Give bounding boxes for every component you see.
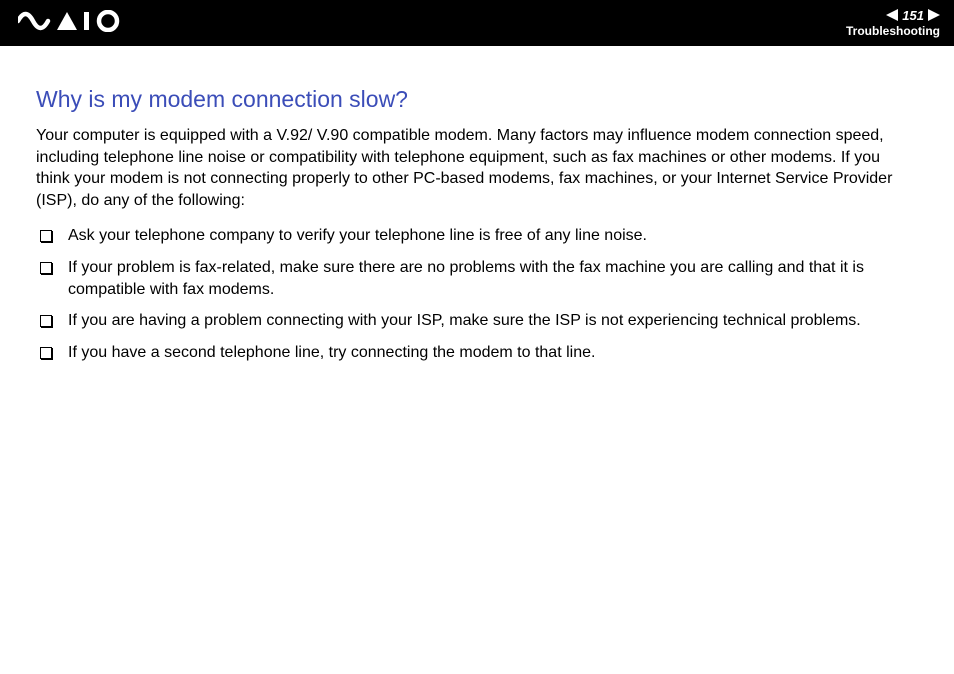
list-item: If you have a second telephone line, try… — [36, 342, 918, 364]
list-item-text: If you are having a problem connecting w… — [68, 310, 918, 332]
page-number: 151 — [902, 9, 924, 22]
page-title: Why is my modem connection slow? — [36, 86, 918, 113]
header-right: 151 Troubleshooting — [846, 9, 940, 38]
bullet-box-icon — [40, 315, 52, 327]
section-label: Troubleshooting — [846, 24, 940, 38]
prev-page-arrow-icon[interactable] — [886, 9, 898, 21]
bullet-list: Ask your telephone company to verify you… — [36, 225, 918, 363]
page-content: Why is my modem connection slow? Your co… — [0, 46, 954, 363]
next-page-arrow-icon[interactable] — [928, 9, 940, 21]
list-item-text: If your problem is fax-related, make sur… — [68, 257, 918, 300]
list-item: If you are having a problem connecting w… — [36, 310, 918, 332]
vaio-logo — [18, 10, 128, 37]
header-bar: 151 Troubleshooting — [0, 0, 954, 46]
list-item-text: If you have a second telephone line, try… — [68, 342, 918, 364]
list-item: Ask your telephone company to verify you… — [36, 225, 918, 247]
bullet-box-icon — [40, 347, 52, 359]
bullet-box-icon — [40, 262, 52, 274]
list-item: If your problem is fax-related, make sur… — [36, 257, 918, 300]
page-navigation: 151 — [846, 9, 940, 22]
list-item-text: Ask your telephone company to verify you… — [68, 225, 918, 247]
intro-paragraph: Your computer is equipped with a V.92/ V… — [36, 125, 918, 211]
bullet-box-icon — [40, 230, 52, 242]
